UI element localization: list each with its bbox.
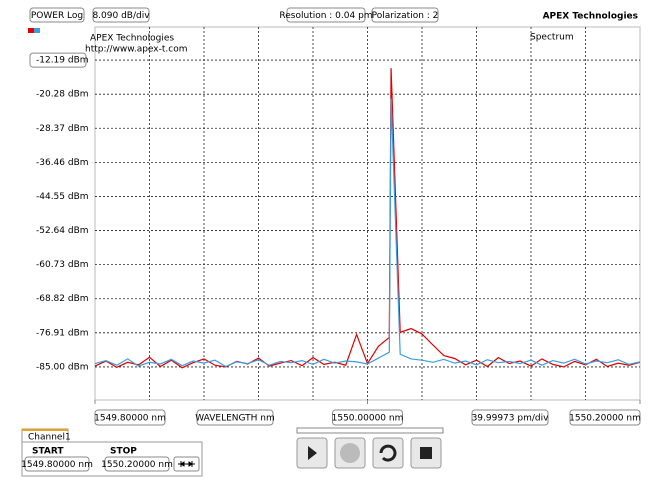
watermark-company: APEX Technologies bbox=[90, 34, 174, 44]
labels: -12.19 dBm -20.28 dBm -28.37 dBm -36.46 dBm… bbox=[29, 52, 641, 426]
y-tick-label: -44.55 dBm bbox=[36, 192, 89, 202]
spectrum-trace bbox=[94, 98, 641, 368]
x-tick-box bbox=[94, 409, 166, 426]
y-tick-label: -20.28 dBm bbox=[36, 90, 89, 100]
polarization-box[interactable] bbox=[371, 7, 439, 23]
x-tick-label: 1550.00000 nm bbox=[332, 414, 404, 424]
traces bbox=[94, 68, 641, 369]
mode-box[interactable] bbox=[29, 7, 85, 23]
start-value: 1549.80000 nm bbox=[21, 460, 93, 470]
resolution: Resolution : 0.04 pm bbox=[279, 11, 372, 21]
y-tick-label: -68.82 dBm bbox=[36, 294, 89, 304]
x-label: WAVELENGTH nm bbox=[195, 414, 275, 424]
grid bbox=[95, 27, 640, 400]
start-input[interactable] bbox=[24, 456, 90, 472]
y-tick-label: -76.91 dBm bbox=[36, 328, 89, 338]
y-tick-label: -85.00 dBm bbox=[36, 362, 89, 372]
spectrum-trace bbox=[94, 68, 641, 369]
stop-label: STOP bbox=[110, 447, 137, 457]
polarization: Polarization : 2 bbox=[372, 11, 439, 21]
x-tick-label: 1549.80000 nm bbox=[94, 414, 166, 424]
x-tick-box bbox=[332, 409, 403, 426]
run-icon bbox=[308, 446, 317, 460]
repeat-icon bbox=[379, 444, 397, 462]
scale-box[interactable] bbox=[92, 7, 150, 23]
resolution-box[interactable] bbox=[286, 7, 366, 23]
y-tick-label: -12.19 dBm bbox=[36, 56, 89, 66]
x-tick-box bbox=[569, 409, 641, 426]
legend-icon-red bbox=[28, 28, 34, 33]
plot-area bbox=[94, 26, 641, 401]
channel-tab-accent bbox=[22, 429, 68, 431]
watermark-url: http://www.apex-t.com bbox=[85, 45, 187, 55]
auto-icon bbox=[340, 443, 360, 463]
stop-input[interactable] bbox=[104, 456, 170, 472]
y-tick-label: -36.46 dBm bbox=[36, 158, 89, 168]
stop-icon bbox=[420, 447, 432, 459]
legend-icon-blue bbox=[34, 28, 40, 33]
scale: 8.090 dB/div bbox=[92, 11, 150, 21]
y-tick-label: -60.73 dBm bbox=[36, 260, 89, 270]
x-division-box bbox=[471, 409, 549, 426]
start-label: START bbox=[32, 447, 64, 457]
y-tick-box bbox=[29, 52, 87, 68]
x-tick-label: 1550.20000 nm bbox=[569, 414, 641, 424]
brand: APEX Technologies bbox=[543, 12, 638, 22]
span-icon bbox=[178, 461, 195, 467]
y-tick-label: -52.64 dBm bbox=[36, 226, 89, 236]
x-division: 39.99973 pm/div bbox=[472, 414, 550, 424]
progress-bar bbox=[296, 427, 444, 434]
mode: POWER Log bbox=[31, 11, 83, 21]
chart-title: Spectrum bbox=[530, 33, 574, 43]
repeat-button[interactable] bbox=[372, 437, 404, 469]
stop-value: 1550.20000 nm bbox=[101, 460, 173, 470]
channel-tab-label: Channel1 bbox=[28, 433, 71, 443]
y-tick-label: -28.37 dBm bbox=[36, 124, 89, 134]
x-label-box bbox=[196, 409, 274, 426]
